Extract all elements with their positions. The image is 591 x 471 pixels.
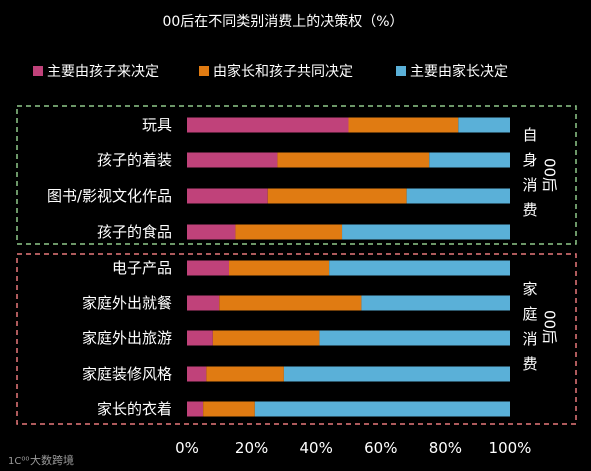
x-axis-ticks: 0% 20% 40% 60% 80% 100% — [175, 439, 531, 457]
bar-0-0 — [187, 117, 349, 133]
group-label-char-0-1: 身 — [522, 151, 537, 169]
group-label-char-1-1: 庭 — [522, 305, 537, 323]
bar-2-1 — [267, 188, 407, 204]
bar-5-2 — [361, 295, 510, 311]
bar-0-1 — [348, 117, 459, 133]
group-label-char-0-2: 消 — [522, 176, 537, 194]
bar-3-1 — [235, 224, 343, 240]
group-frame-0 — [16, 105, 577, 245]
bar-4-2 — [329, 260, 510, 276]
watermark: 1C⁰⁰ 大数跨境 — [8, 453, 74, 467]
group-label-char-1-0: 家 — [522, 280, 537, 298]
watermark-text: 大数跨境 — [30, 453, 74, 467]
bar-6-2 — [319, 330, 510, 346]
watermark-logo-icon: 1C⁰⁰ — [8, 456, 29, 467]
bar-6-1 — [212, 330, 320, 346]
category-label-7: 家庭装修风格 — [82, 365, 172, 383]
bar-8-1 — [203, 401, 255, 417]
bar-2-2 — [406, 188, 510, 204]
x-tick-label-0: 0% — [175, 439, 199, 457]
legend-label-0: 主要由孩子来决定 — [47, 64, 159, 80]
bars — [187, 117, 510, 417]
bar-1-0 — [187, 152, 278, 168]
bar-7-0 — [187, 366, 207, 382]
x-tick-label-3: 60% — [364, 439, 397, 457]
bar-2-0 — [187, 188, 268, 204]
category-label-1: 孩子的着装 — [97, 151, 172, 169]
x-tick-label-2: 40% — [300, 439, 333, 457]
legend-swatch-0 — [33, 66, 43, 76]
category-label-8: 家长的衣着 — [97, 400, 172, 418]
legend-label-1: 由家长和孩子共同决定 — [213, 63, 353, 80]
legend-swatch-1 — [199, 66, 209, 76]
category-label-2: 图书/影视文化作品 — [47, 187, 172, 205]
legend: 主要由孩子来决定 由家长和孩子共同决定 主要由家长决定 — [33, 63, 508, 80]
bar-3-0 — [187, 224, 236, 240]
category-label-4: 电子产品 — [112, 259, 172, 277]
chart-title: 00后在不同类别消费上的决策权（%） — [162, 13, 403, 30]
category-label-5: 家庭外出就餐 — [82, 294, 172, 312]
bar-1-2 — [429, 152, 510, 168]
bar-8-2 — [254, 401, 510, 417]
category-label-6: 家庭外出旅游 — [82, 329, 172, 347]
x-tick-label-4: 80% — [429, 439, 462, 457]
group-label-char-0-3: 费 — [522, 201, 537, 219]
group-label-char-1-2: 消 — [522, 330, 537, 348]
x-tick-label-5: 100% — [489, 439, 532, 457]
bar-6-0 — [187, 330, 213, 346]
legend-label-2: 主要由家长决定 — [410, 63, 508, 80]
group-label-char-0-0: 自 — [522, 126, 537, 144]
bar-5-1 — [219, 295, 362, 311]
bar-8-0 — [187, 401, 204, 417]
category-labels: 玩具孩子的着装图书/影视文化作品孩子的食品电子产品家庭外出就餐家庭外出旅游家庭装… — [47, 116, 172, 418]
bar-5-0 — [187, 295, 220, 311]
bar-7-1 — [206, 366, 284, 382]
bar-4-1 — [228, 260, 330, 276]
category-label-3: 孩子的食品 — [97, 223, 172, 241]
group-label-char-1-3: 费 — [522, 355, 537, 373]
bar-1-1 — [277, 152, 430, 168]
x-tick-label-1: 20% — [235, 439, 268, 457]
category-label-0: 玩具 — [142, 116, 172, 134]
bar-4-0 — [187, 260, 229, 276]
legend-swatch-2 — [396, 66, 406, 76]
group-frame-1 — [16, 253, 577, 425]
bar-3-2 — [342, 224, 510, 240]
bar-0-2 — [458, 117, 510, 133]
group-side-label-1: 00后 — [541, 310, 559, 344]
bar-7-2 — [283, 366, 510, 382]
group-side-label-0: 00后 — [541, 158, 559, 192]
